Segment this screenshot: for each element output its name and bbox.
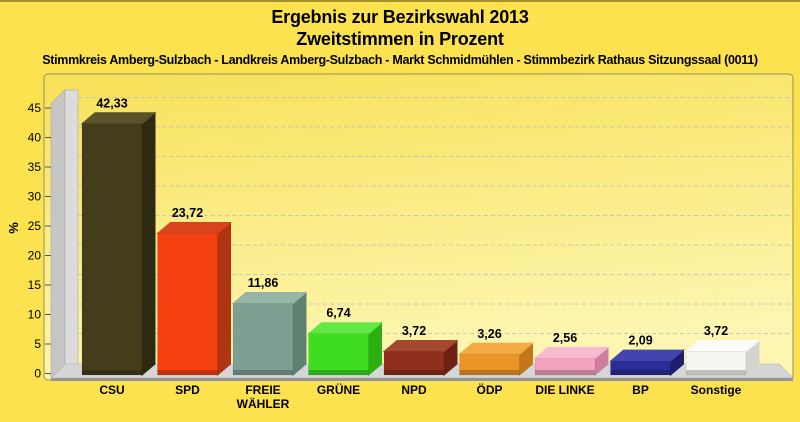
axis-wall-face <box>64 89 79 365</box>
bar-front-face <box>232 303 294 376</box>
y-tick-label-30: 30 <box>28 190 42 204</box>
bar-base-shadow <box>82 370 142 375</box>
bar-value-label: 42,33 <box>96 96 127 110</box>
bar-value-label: 2,09 <box>628 334 652 348</box>
bar-front-face <box>685 351 747 376</box>
bar-front-face <box>534 358 596 376</box>
category-label-sonstige: Sonstige <box>691 383 742 397</box>
y-tick-label-25: 25 <box>28 219 42 233</box>
bar-front-face <box>610 360 671 376</box>
bar-top-face <box>609 349 685 362</box>
bar-side-face <box>217 221 231 377</box>
chart-header: Ergebnis zur Bezirkswahl 2013 Zweitstimm… <box>0 6 800 67</box>
bar-value-label: 3,72 <box>704 324 728 338</box>
bar-top-face <box>458 342 534 355</box>
bar-side-face <box>292 291 307 377</box>
bar-value-label: 3,26 <box>477 327 501 341</box>
y-tick-label-40: 40 <box>28 131 42 145</box>
chart-title-line2: Zweitstimmen in Prozent <box>296 29 504 49</box>
bar-base-shadow <box>157 370 218 375</box>
category-label-bp: BP <box>632 383 649 397</box>
y-tick-label-10: 10 <box>28 308 42 322</box>
y-tick-label-45: 45 <box>28 101 42 115</box>
bar-spd: 23,72 <box>156 206 232 377</box>
chart-subtitle: Stimmkreis Amberg-Sulzbach - Landkreis A… <box>42 53 758 67</box>
bar-top-face <box>80 112 157 125</box>
bar-base-shadow <box>384 370 444 375</box>
bar-csu: 42,33 <box>80 96 157 377</box>
category-label-freie-w-hler: FREIE WÄHLER <box>237 383 290 411</box>
bar--dp: 3,26 <box>458 327 534 377</box>
bar-freie-w-hler: 11,86 <box>231 276 308 377</box>
y-tick-label-0: 0 <box>34 367 41 381</box>
bar-value-label: 2,56 <box>553 331 577 345</box>
category-label-csu: CSU <box>99 383 124 397</box>
y-tick-label-15: 15 <box>28 278 42 292</box>
bar-top-face <box>684 340 761 353</box>
bar-top-face <box>382 340 459 353</box>
bar-value-label: 23,72 <box>172 206 203 220</box>
y-tick-label-5: 5 <box>34 337 41 351</box>
bar-gr-ne: 6,74 <box>307 306 383 377</box>
bar-base-shadow <box>459 370 520 375</box>
y-axis-label: % <box>6 222 21 234</box>
bar-top-face <box>231 292 308 305</box>
bar-side-face <box>141 111 156 377</box>
y-tick-label-20: 20 <box>28 249 42 263</box>
bar-sonstige: 3,72 <box>684 324 761 377</box>
chart-floor-front-edge <box>51 378 793 381</box>
bar-bp: 2,09 <box>609 334 685 377</box>
bar-die-linke: 2,56 <box>533 331 610 377</box>
category-label--dp: ÖDP <box>476 382 502 397</box>
y-tick-label-35: 35 <box>28 160 42 174</box>
category-label-die-linke: DIE LINKE <box>535 383 594 397</box>
axis-wall-bevel <box>50 89 66 379</box>
bar-base-shadow <box>535 370 595 375</box>
bar-front-face <box>308 333 369 376</box>
bar-base-shadow <box>308 370 369 375</box>
bar-top-face <box>156 222 232 235</box>
category-label-npd: NPD <box>401 383 427 397</box>
bar-value-label: 3,72 <box>402 324 426 338</box>
bar-value-label: 11,86 <box>248 276 279 290</box>
bar-front-face <box>383 351 445 376</box>
bar-top-face <box>307 322 383 335</box>
chart-title-line1: Ergebnis zur Bezirkswahl 2013 <box>271 7 529 27</box>
bar-base-shadow <box>233 370 293 375</box>
bar-base-shadow <box>610 370 671 375</box>
bar-front-face <box>81 123 143 376</box>
bar-npd: 3,72 <box>382 324 459 377</box>
bar-base-shadow <box>686 370 746 375</box>
category-label-spd: SPD <box>175 383 200 397</box>
bar-front-face <box>459 354 520 376</box>
category-label-gr-ne: GRÜNE <box>317 382 360 397</box>
bar-value-label: 6,74 <box>326 306 350 320</box>
bar-top-face <box>533 346 610 359</box>
bar-front-face <box>157 233 218 376</box>
